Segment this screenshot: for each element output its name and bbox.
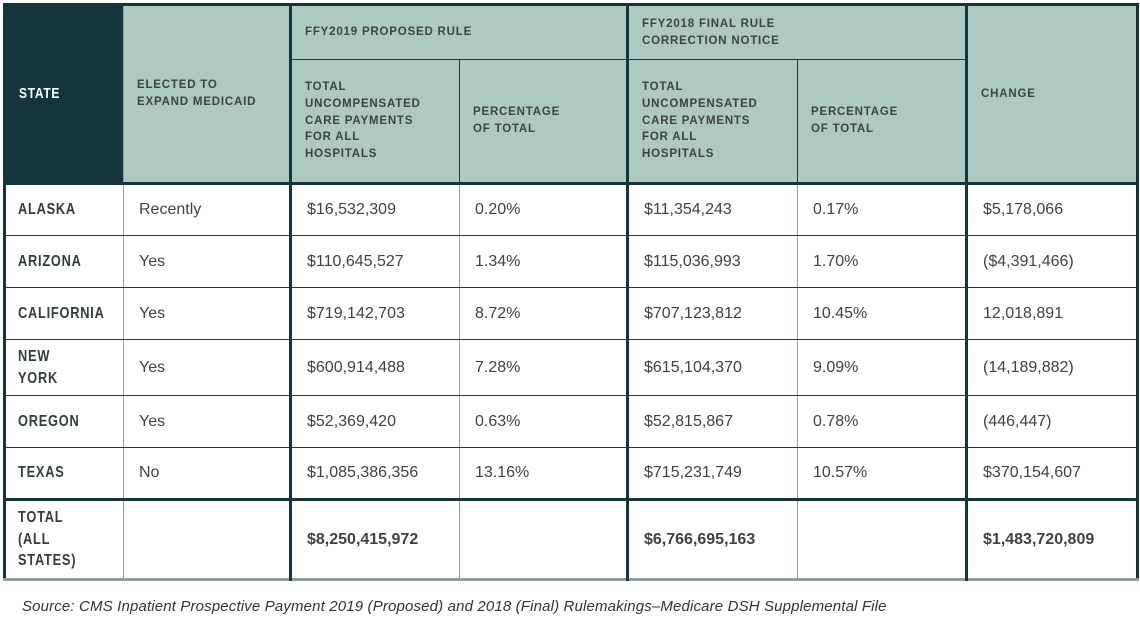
state-name: CALIFORNIA [18, 304, 105, 322]
header-uc-2018: TOTAL UNCOMPENSATED CARE PAYMENTS FOR AL… [626, 59, 798, 185]
table-row: ALASKA Recently $16,532,309 0.20% $11,35… [4, 183, 1138, 236]
total-pct-2019-cell [459, 498, 628, 580]
elected-cell: Yes [123, 339, 291, 397]
header-elected: ELECTED TO EXPAND MEDICAID [123, 4, 291, 185]
uc-payments-2018-cell: $707,123,812 [626, 287, 798, 340]
pct-total-2019-cell: 0.63% [459, 395, 628, 449]
state-name: TEXAS [18, 464, 65, 482]
pct-total-2019-cell: 1.34% [459, 235, 628, 288]
change-cell: (14,189,882) [965, 339, 1138, 397]
elected-cell: Yes [123, 235, 291, 288]
state-cell: CALIFORNIA [4, 287, 124, 340]
header-group-row: STATE ELECTED TO EXPAND MEDICAID FFY2019… [4, 4, 1138, 185]
uc-payments-2019-cell: $1,085,386,356 [289, 447, 460, 501]
total-row: TOTAL (ALL STATES) $8,250,415,972 $6,766… [4, 498, 1138, 580]
table-row: CALIFORNIA Yes $719,142,703 8.72% $707,1… [4, 287, 1138, 340]
pct-total-2019-cell: 7.28% [459, 339, 628, 397]
total-change-cell: $1,483,720,809 [965, 498, 1138, 580]
table-body: ALASKA Recently $16,532,309 0.20% $11,35… [4, 183, 1138, 580]
header-group-ffy2019: FFY2019 PROPOSED RULE [289, 4, 628, 60]
pct-total-2019-cell: 13.16% [459, 447, 628, 501]
state-name: OREGON [18, 412, 80, 430]
state-cell: OREGON [4, 395, 124, 449]
total-label: TOTAL (ALL STATES) [18, 509, 77, 570]
state-cell: TEXAS [4, 447, 124, 501]
uc-payments-2018-cell: $115,036,993 [626, 235, 798, 288]
state-name: NEW YORK [18, 348, 59, 387]
pct-total-2018-cell: 0.17% [796, 183, 967, 236]
table-row: ARIZONA Yes $110,645,527 1.34% $115,036,… [4, 235, 1138, 288]
total-uc-2018-cell: $6,766,695,163 [626, 498, 798, 580]
header-pct-2019: PERCENTAGE OF TOTAL [459, 59, 628, 185]
elected-cell: Yes [123, 395, 291, 449]
uc-payments-2019-cell: $600,914,488 [289, 339, 460, 397]
header-group-ffy2018: FFY2018 FINAL RULE CORRECTION NOTICE [625, 4, 967, 60]
header-sub-row: TOTAL UNCOMPENSATED CARE PAYMENTS FOR AL… [5, 59, 1138, 185]
pct-total-2018-cell: 9.09% [796, 339, 967, 397]
change-cell: $370,154,607 [965, 447, 1138, 501]
change-cell: ($4,391,466) [965, 235, 1138, 288]
table-row: TEXAS No $1,085,386,356 13.16% $715,231,… [4, 447, 1138, 501]
state-cell: ARIZONA [4, 235, 124, 288]
change-cell: 12,018,891 [965, 287, 1138, 340]
total-uc-2019-cell: $8,250,415,972 [289, 498, 460, 580]
state-name: ARIZONA [18, 252, 82, 270]
elected-cell: Recently [123, 183, 291, 236]
header-pct-2018: PERCENTAGE OF TOTAL [796, 59, 967, 185]
state-cell: NEW YORK [4, 339, 124, 397]
header-change: CHANGE [965, 4, 1138, 185]
table-header: STATE ELECTED TO EXPAND MEDICAID FFY2019… [4, 4, 1138, 185]
pct-total-2018-cell: 1.70% [796, 235, 967, 288]
elected-cell: Yes [123, 287, 291, 340]
state-name: ALASKA [18, 201, 76, 219]
uc-payments-2019-cell: $16,532,309 [289, 183, 460, 236]
uc-payments-2019-cell: $110,645,527 [289, 235, 460, 288]
elected-cell: No [123, 447, 291, 501]
change-cell: (446,447) [965, 395, 1138, 449]
uc-payments-2018-cell: $52,815,867 [626, 395, 798, 449]
pct-total-2018-cell: 0.78% [796, 395, 967, 449]
uc-payments-2018-cell: $11,354,243 [626, 183, 798, 236]
total-pct-2018-cell [796, 498, 967, 580]
uc-payments-2018-cell: $615,104,370 [626, 339, 798, 397]
change-cell: $5,178,066 [965, 183, 1138, 236]
header-state: STATE [4, 4, 124, 185]
table-row: NEW YORK Yes $600,914,488 7.28% $615,104… [4, 339, 1138, 397]
table-row: OREGON Yes $52,369,420 0.63% $52,815,867… [4, 395, 1138, 449]
uc-payments-2019-cell: $52,369,420 [289, 395, 460, 449]
pct-total-2019-cell: 0.20% [459, 183, 628, 236]
pct-total-2018-cell: 10.57% [796, 447, 967, 501]
uc-payments-2019-cell: $719,142,703 [289, 287, 460, 340]
total-elected-cell [123, 498, 291, 580]
total-label-cell: TOTAL (ALL STATES) [4, 498, 124, 580]
header-uc-2019: TOTAL UNCOMPENSATED CARE PAYMENTS FOR AL… [289, 59, 460, 185]
pct-total-2019-cell: 8.72% [459, 287, 628, 340]
dsh-payments-table: STATE ELECTED TO EXPAND MEDICAID FFY2019… [3, 3, 1140, 581]
source-note: Source: CMS Inpatient Prospective Paymen… [22, 597, 887, 615]
pct-total-2018-cell: 10.45% [796, 287, 967, 340]
state-cell: ALASKA [4, 183, 124, 236]
uc-payments-2018-cell: $715,231,749 [626, 447, 798, 501]
